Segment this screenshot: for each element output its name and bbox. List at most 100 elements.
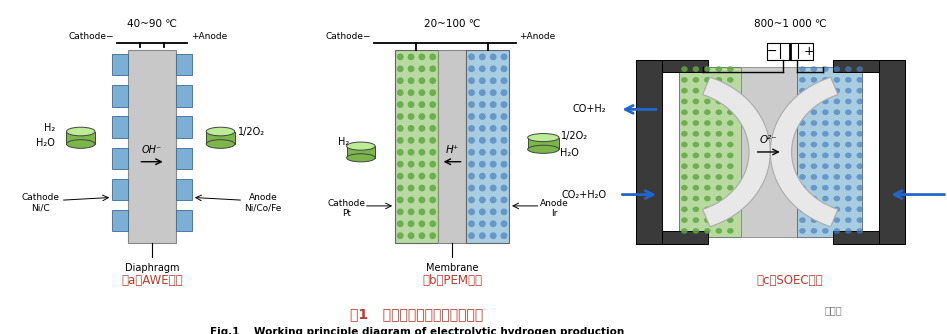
Text: Cathode−: Cathode− bbox=[326, 32, 371, 41]
Bar bbox=[112, 210, 128, 231]
Circle shape bbox=[799, 120, 806, 126]
Circle shape bbox=[468, 101, 475, 108]
Circle shape bbox=[429, 232, 437, 239]
Circle shape bbox=[856, 77, 863, 83]
Circle shape bbox=[490, 125, 496, 132]
Circle shape bbox=[704, 77, 710, 83]
Circle shape bbox=[468, 232, 475, 239]
Circle shape bbox=[833, 142, 840, 147]
Circle shape bbox=[856, 174, 863, 180]
Circle shape bbox=[822, 206, 829, 212]
Circle shape bbox=[845, 228, 851, 234]
Circle shape bbox=[799, 185, 806, 191]
Circle shape bbox=[429, 220, 437, 227]
Circle shape bbox=[799, 77, 806, 83]
Circle shape bbox=[407, 220, 415, 227]
Circle shape bbox=[727, 131, 734, 137]
Text: H₂: H₂ bbox=[338, 137, 349, 147]
Circle shape bbox=[856, 66, 863, 72]
Circle shape bbox=[681, 88, 688, 94]
Circle shape bbox=[692, 185, 699, 191]
Circle shape bbox=[501, 53, 508, 60]
Circle shape bbox=[490, 220, 496, 227]
Circle shape bbox=[716, 217, 723, 223]
Circle shape bbox=[845, 142, 851, 147]
Text: 图1   电解水制氢技术的工作原理: 图1 电解水制氢技术的工作原理 bbox=[350, 307, 483, 321]
Circle shape bbox=[845, 66, 851, 72]
Circle shape bbox=[833, 66, 840, 72]
Circle shape bbox=[479, 232, 486, 239]
Circle shape bbox=[419, 208, 425, 215]
Circle shape bbox=[490, 149, 496, 156]
Circle shape bbox=[716, 66, 723, 72]
Text: +Anode: +Anode bbox=[519, 32, 555, 41]
Circle shape bbox=[716, 131, 723, 137]
Circle shape bbox=[681, 174, 688, 180]
Text: +: + bbox=[804, 45, 814, 58]
Bar bbox=[879, 60, 904, 244]
Circle shape bbox=[727, 142, 734, 147]
Circle shape bbox=[501, 196, 508, 203]
Bar bbox=[678, 67, 741, 237]
Circle shape bbox=[468, 173, 475, 179]
Circle shape bbox=[822, 163, 829, 169]
Circle shape bbox=[501, 125, 508, 132]
Text: （b）PEM技术: （b）PEM技术 bbox=[422, 274, 482, 287]
Bar bbox=[176, 85, 192, 107]
Circle shape bbox=[799, 153, 806, 158]
Circle shape bbox=[407, 53, 415, 60]
Circle shape bbox=[501, 113, 508, 120]
Circle shape bbox=[704, 217, 710, 223]
Circle shape bbox=[419, 220, 425, 227]
Circle shape bbox=[407, 196, 415, 203]
Circle shape bbox=[716, 153, 723, 158]
Text: OH⁻: OH⁻ bbox=[142, 146, 162, 156]
Circle shape bbox=[397, 208, 403, 215]
Circle shape bbox=[397, 220, 403, 227]
Circle shape bbox=[716, 185, 723, 191]
Circle shape bbox=[397, 53, 403, 60]
Circle shape bbox=[716, 228, 723, 234]
Circle shape bbox=[845, 174, 851, 180]
Text: O²⁻: O²⁻ bbox=[759, 135, 777, 145]
Circle shape bbox=[407, 232, 415, 239]
Circle shape bbox=[429, 161, 437, 168]
Circle shape bbox=[429, 53, 437, 60]
Circle shape bbox=[704, 153, 710, 158]
Circle shape bbox=[845, 196, 851, 201]
Circle shape bbox=[429, 113, 437, 120]
Circle shape bbox=[856, 206, 863, 212]
Circle shape bbox=[856, 228, 863, 234]
Circle shape bbox=[429, 185, 437, 191]
Bar bbox=[206, 132, 235, 144]
Circle shape bbox=[833, 206, 840, 212]
Circle shape bbox=[692, 206, 699, 212]
Circle shape bbox=[501, 208, 508, 215]
Circle shape bbox=[407, 77, 415, 84]
Circle shape bbox=[419, 232, 425, 239]
Circle shape bbox=[811, 196, 817, 201]
Circle shape bbox=[419, 53, 425, 60]
Circle shape bbox=[397, 185, 403, 191]
Circle shape bbox=[407, 137, 415, 144]
Circle shape bbox=[407, 65, 415, 72]
Circle shape bbox=[704, 99, 710, 104]
Circle shape bbox=[716, 196, 723, 201]
Circle shape bbox=[692, 217, 699, 223]
Circle shape bbox=[468, 53, 475, 60]
Circle shape bbox=[429, 65, 437, 72]
Circle shape bbox=[429, 77, 437, 84]
Circle shape bbox=[727, 185, 734, 191]
Circle shape bbox=[704, 142, 710, 147]
Circle shape bbox=[799, 66, 806, 72]
Circle shape bbox=[490, 137, 496, 144]
Circle shape bbox=[407, 125, 415, 132]
Circle shape bbox=[704, 109, 710, 115]
Circle shape bbox=[822, 196, 829, 201]
Circle shape bbox=[681, 206, 688, 212]
Circle shape bbox=[727, 163, 734, 169]
Circle shape bbox=[704, 228, 710, 234]
Bar bbox=[176, 148, 192, 169]
Bar bbox=[832, 231, 904, 244]
Bar bbox=[128, 50, 176, 243]
